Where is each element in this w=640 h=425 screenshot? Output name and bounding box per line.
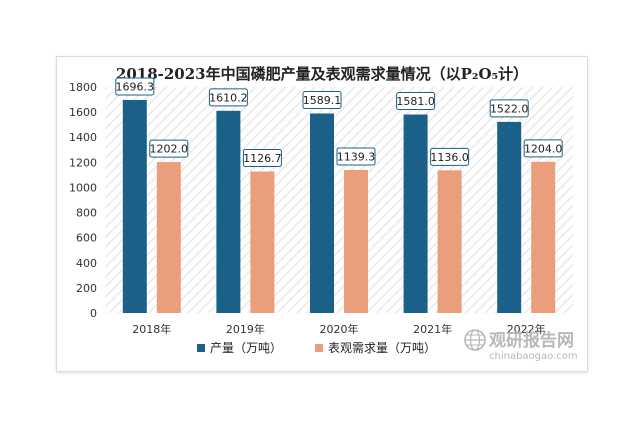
data-label: 1139.3	[337, 150, 376, 163]
data-label-box	[523, 139, 563, 158]
y-tick-label: 600	[76, 232, 97, 245]
data-label: 1581.0	[396, 95, 435, 108]
legend-swatch	[315, 344, 323, 352]
data-label-box	[430, 147, 470, 166]
y-tick-label: 1200	[69, 156, 97, 169]
data-label-box	[208, 88, 248, 107]
legend-label: 产量（万吨）	[210, 341, 282, 355]
data-label-box	[115, 77, 155, 96]
watermark-title: 观研报告网	[488, 330, 574, 351]
y-tick-label: 0	[90, 307, 97, 320]
bars: 1696.3 1202.0 1610.2 1126.7 1589.1 1139.3 1581…	[115, 77, 563, 313]
y-tick-label: 400	[76, 257, 97, 270]
bar-production	[497, 121, 522, 313]
data-label-box	[489, 99, 529, 118]
y-tick-label: 200	[76, 282, 97, 295]
bar-production	[122, 100, 147, 313]
data-label: 1136.0	[430, 151, 469, 164]
bar-production	[310, 113, 334, 313]
x-tick-label: 2018年	[132, 322, 171, 336]
legend-label: 表观需求量（万吨）	[328, 341, 436, 355]
data-label-box	[302, 90, 342, 109]
x-tick-label: 2021年	[413, 322, 452, 336]
plot-area	[105, 87, 573, 313]
globe-logo-icon	[464, 329, 486, 351]
data-label-box	[336, 147, 376, 166]
data-label: 1126.7	[243, 152, 282, 165]
data-label: 1202.0	[150, 143, 189, 156]
y-axis: 0 200 400 600 800 1000 1200 1400 1600 1800	[69, 81, 97, 320]
bar-production	[403, 114, 428, 313]
y-tick-label: 1800	[69, 81, 97, 94]
data-label: 1522.0	[490, 102, 529, 115]
data-label-box	[396, 91, 436, 110]
bar-demand	[156, 162, 181, 313]
bar-demand	[250, 171, 275, 313]
legend: 产量（万吨） 表观需求量（万吨）	[197, 341, 436, 355]
y-tick-label: 800	[76, 207, 97, 220]
x-tick-label: 2019年	[226, 322, 265, 336]
chart-title: 2018-2023年中国磷肥产量及表观需求量情况（以P₂O₅计）	[116, 65, 528, 83]
data-label-box	[149, 139, 189, 158]
x-axis: 2018年 2019年 2020年 2021年 2022年	[132, 322, 545, 336]
data-label: 1204.0	[524, 142, 563, 155]
data-label: 1610.2	[209, 91, 248, 104]
globe-parallels	[467, 334, 483, 346]
bar-chart: 2018-2023年中国磷肥产量及表观需求量情况（以P₂O₅计） 0 200 400…	[69, 65, 578, 362]
data-label: 1696.3	[116, 81, 155, 94]
x-tick-label: 2022年	[507, 322, 546, 336]
bar-demand	[437, 170, 462, 313]
y-tick-label: 1400	[69, 131, 97, 144]
bar-demand	[344, 169, 368, 313]
bar-demand	[531, 161, 556, 313]
y-tick-label: 1600	[69, 106, 97, 119]
legend-swatch	[197, 344, 205, 352]
bar-production	[216, 110, 241, 313]
chart-card: 2018-2023年中国磷肥产量及表观需求量情况（以P₂O₅计） 0 200 400…	[56, 56, 588, 372]
x-tick-label: 2020年	[320, 322, 359, 336]
data-label-box	[242, 149, 282, 168]
y-tick-label: 1000	[69, 181, 97, 194]
watermark-url: chinabaogao.com	[489, 351, 578, 362]
data-label: 1589.1	[303, 94, 342, 107]
